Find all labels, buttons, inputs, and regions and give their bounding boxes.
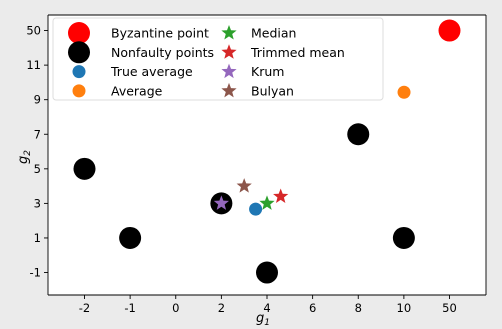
legend-marker-nonfaulty-points <box>68 41 90 64</box>
y-tick-label: 5 <box>34 162 41 176</box>
y-tick-label: 7 <box>34 127 41 141</box>
x-tick-label: 50 <box>442 301 457 315</box>
legend-label-true-average: True average <box>110 64 193 79</box>
x-tick-label: 0 <box>172 301 179 315</box>
legend-label-byzantine-point: Byzantine point <box>111 26 209 41</box>
trimmed-mean-point <box>273 188 289 203</box>
nonfaulty-points-point <box>392 226 415 249</box>
x-axis-label-main: g <box>256 311 264 326</box>
legend-marker-true-average <box>72 65 86 79</box>
bulyan-point <box>236 178 252 193</box>
byzantine-point-point <box>438 19 461 42</box>
x-tick-label: 2 <box>218 301 225 315</box>
y-tick-label: 1 <box>34 231 41 245</box>
y-tick-label: 3 <box>34 196 41 210</box>
legend-label-krum: Krum <box>251 64 284 79</box>
legend-label-median: Median <box>251 26 296 41</box>
y-axis-label-subscript: 2 <box>23 150 33 156</box>
x-axis-label-subscript: 1 <box>264 318 270 328</box>
nonfaulty-points-point <box>256 261 278 284</box>
data-marks <box>73 19 461 284</box>
legend-label-average: Average <box>111 83 163 98</box>
x-tick-label: -2 <box>79 301 90 315</box>
nonfaulty-points-point <box>119 226 142 249</box>
krum-point <box>213 195 229 210</box>
x-tick-label: -1 <box>124 301 135 315</box>
legend-marker-average <box>72 84 86 98</box>
legend-marker-byzantine-point <box>68 22 90 44</box>
x-tick-label: 4 <box>263 301 270 315</box>
median-point <box>259 195 275 210</box>
nonfaulty-points-point <box>73 157 96 180</box>
x-axis-label: g1 <box>256 311 270 328</box>
legend-marker-krum <box>221 63 237 79</box>
x-tick-label: 8 <box>355 301 362 315</box>
legend-marker-median <box>221 25 237 40</box>
true-average-point <box>249 202 263 216</box>
legend-box <box>52 17 384 101</box>
y-tick-label: 50 <box>26 24 41 38</box>
legend-marker-bulyan <box>221 82 237 98</box>
x-tick-label: 6 <box>309 301 316 315</box>
legend-label-bulyan: Bulyan <box>251 83 294 98</box>
legend: Byzantine point Nonfaulty points True aver… <box>52 17 384 101</box>
average-point <box>397 85 411 99</box>
legend-label-trimmed-mean: Trimmed mean <box>250 45 345 60</box>
y-tick-label: 9 <box>34 93 41 107</box>
legend-marker-trimmed-mean <box>221 44 237 59</box>
nonfaulty-points-point <box>347 123 370 146</box>
legend-label-nonfaulty-points: Nonfaulty points <box>111 45 214 60</box>
y-axis-label: g2 <box>16 150 33 164</box>
y-tick-label: 11 <box>26 58 41 72</box>
y-tick-label: -1 <box>30 266 41 280</box>
x-tick-label: 10 <box>397 301 412 315</box>
y-axis-label-main: g <box>16 156 31 164</box>
